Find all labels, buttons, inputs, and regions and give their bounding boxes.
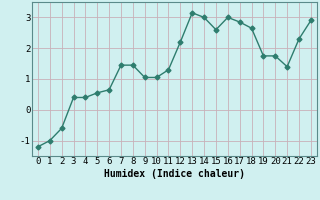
X-axis label: Humidex (Indice chaleur): Humidex (Indice chaleur) (104, 169, 245, 179)
